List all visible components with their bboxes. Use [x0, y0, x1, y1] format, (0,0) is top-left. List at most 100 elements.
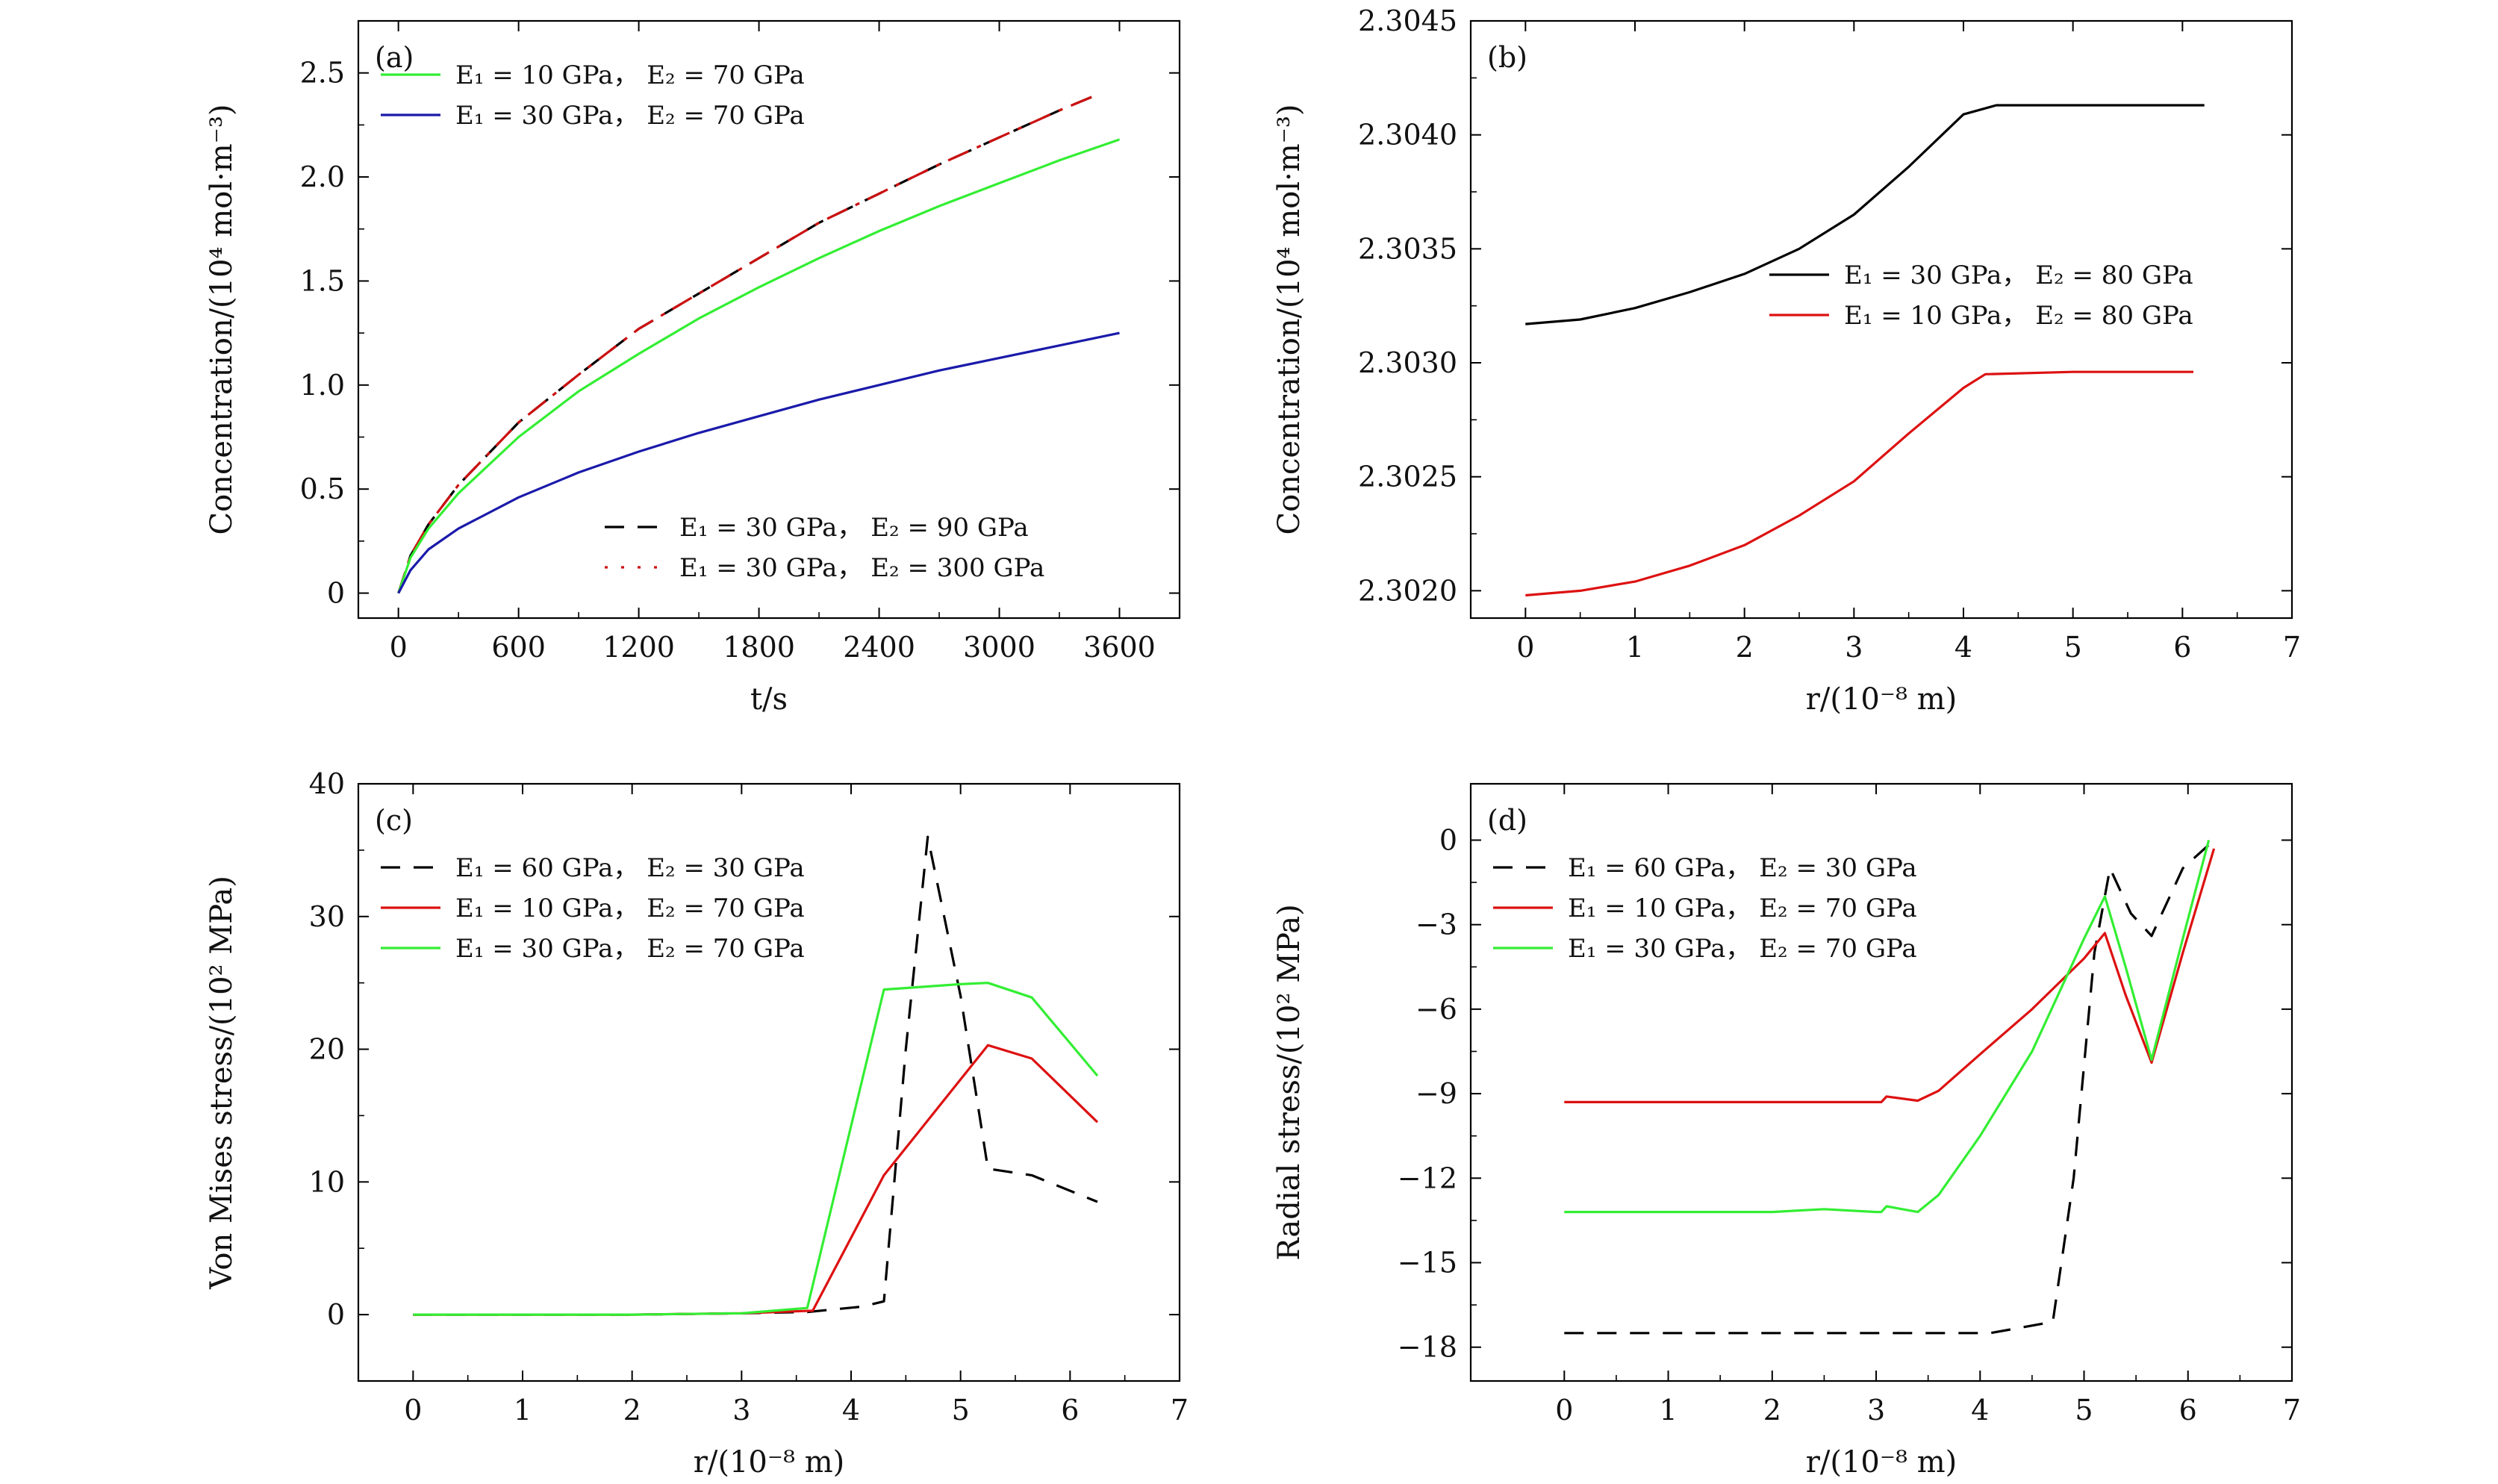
x-axis-label: r/(10⁻⁸ m) — [1806, 682, 1957, 717]
legend: E₁ = 60 GPa， E₂ = 30 GPa E₁ = 10 GPa， E₂ … — [1493, 853, 1917, 964]
x-tick-label: 5 — [952, 1394, 970, 1427]
chart-panel-3: 0 1 2 3 4 5 6 7 0 10 20 30 40 r/(10⁻⁸ m) Von Mises str… — [205, 767, 1189, 1480]
series-group — [1525, 104, 2205, 597]
x-tick-label: 1800 — [723, 631, 795, 664]
series-group — [413, 835, 1099, 1316]
legend-label: E₁ = 10 GPa， E₂ = 70 GPa — [1568, 894, 1917, 923]
legend-label: E₁ = 10 GPa， E₂ = 70 GPa — [455, 60, 805, 90]
plot-frame — [357, 782, 1181, 1382]
legend-label: E₁ = 30 GPa， E₂ = 90 GPa — [679, 513, 1029, 543]
x-tick-label: 1 — [1659, 1394, 1677, 1427]
x-tick-label: 3 — [732, 1394, 750, 1427]
y-tick-label: 2.3030 — [1358, 346, 1457, 379]
x-tick-label: 1 — [1626, 631, 1644, 664]
y-tick-label: −18 — [1398, 1331, 1457, 1364]
x-tick-label: 5 — [2075, 1394, 2093, 1427]
y-tick-label: 30 — [309, 900, 345, 933]
plot-frame — [1469, 19, 2293, 620]
plot-frame — [357, 19, 1181, 620]
x-tick-label: 0 — [404, 1394, 422, 1427]
series-line-4 — [397, 331, 1120, 594]
series-line-3 — [413, 982, 1099, 1316]
x-tick-label: 7 — [1171, 1394, 1189, 1427]
y-tick-label: −3 — [1415, 908, 1457, 941]
y-tick-label: 0 — [327, 577, 345, 610]
legend-label: E₁ = 60 GPa， E₂ = 30 GPa — [455, 853, 805, 883]
chart-panel-1: 0 600 1200 1800 2400 3000 3600 0 0.5 1.0 1.5 2.0 2.5… — [205, 19, 1181, 717]
series-group — [1564, 839, 2216, 1335]
x-axis-label: r/(10⁻⁸ m) — [1806, 1445, 1957, 1480]
x-tick-label: 5 — [2064, 631, 2082, 664]
series-line-3 — [1564, 840, 2211, 1214]
series-line-1 — [1525, 104, 2205, 325]
x-tick-label: 2 — [1763, 1394, 1781, 1427]
series-line-2 — [1564, 848, 2216, 1104]
panel-label: (a) — [375, 41, 414, 74]
legend: E₁ = 30 GPa， E₂ = 80 GPa E₁ = 10 GPa， E₂ … — [1769, 261, 2193, 331]
series-line-2 — [397, 93, 1100, 594]
x-tick-label: 4 — [1955, 631, 1972, 664]
legend-label: E₁ = 30 GPa， E₂ = 300 GPa — [679, 553, 1044, 583]
series-line-1 — [1564, 839, 2215, 1335]
series-line-3 — [397, 138, 1121, 594]
legend-label: E₁ = 10 GPa， E₂ = 80 GPa — [1844, 301, 2193, 331]
y-tick-label: 2.3025 — [1358, 461, 1457, 493]
y-tick-label: 2.3035 — [1358, 232, 1457, 265]
y-axis-label: Von Mises stress/(10² MPa) — [205, 876, 239, 1290]
y-axis-label: Concentration/(10⁴ mol·m⁻³) — [205, 105, 239, 535]
y-tick-label: 2.5 — [300, 57, 345, 90]
series-line-1 — [413, 835, 1098, 1316]
series-line-1 — [397, 93, 1100, 594]
legend-label: E₁ = 60 GPa， E₂ = 30 GPa — [1568, 853, 1917, 883]
x-tick-label: 2400 — [843, 631, 915, 664]
panel-label: (b) — [1487, 41, 1527, 74]
x-axis-label: r/(10⁻⁸ m) — [694, 1445, 845, 1480]
plot-frame — [1469, 782, 2293, 1382]
x-tick-label: 7 — [2283, 1394, 2301, 1427]
legend-label: E₁ = 30 GPa， E₂ = 70 GPa — [1568, 934, 1917, 964]
x-axis-label: t/s — [750, 682, 788, 717]
x-tick-label: 1200 — [602, 631, 675, 664]
legend-label: E₁ = 30 GPa， E₂ = 80 GPa — [1844, 261, 2193, 290]
y-tick-label: −15 — [1398, 1247, 1457, 1279]
panel-label: (d) — [1487, 804, 1527, 837]
y-tick-label: 2.3040 — [1358, 119, 1457, 152]
x-tick-label: 0 — [1555, 1394, 1573, 1427]
y-tick-label: 2.3045 — [1358, 4, 1457, 37]
x-tick-label: 2 — [623, 1394, 641, 1427]
legend-label: E₁ = 10 GPa， E₂ = 70 GPa — [455, 894, 805, 923]
legend-label: E₁ = 30 GPa， E₂ = 70 GPa — [455, 934, 805, 964]
y-tick-label: 0 — [1439, 823, 1457, 856]
x-tick-label: 3600 — [1083, 631, 1156, 664]
y-tick-label: 2.3020 — [1358, 574, 1457, 607]
x-tick-label: 3 — [1845, 631, 1863, 664]
y-tick-label: −9 — [1415, 1077, 1457, 1110]
y-axis-label: Radial stress/(10² MPa) — [1272, 904, 1306, 1260]
legend-label: E₁ = 30 GPa， E₂ = 70 GPa — [455, 101, 805, 131]
legend: E₁ = 10 GPa， E₂ = 70 GPa E₁ = 30 GPa， E₂ … — [381, 60, 805, 131]
y-tick-label: 1.0 — [300, 369, 345, 402]
series-group — [397, 93, 1121, 594]
x-tick-label: 4 — [1971, 1394, 1989, 1427]
x-tick-label: 2 — [1736, 631, 1754, 664]
x-tick-label: 6 — [1061, 1394, 1079, 1427]
y-tick-label: 20 — [309, 1033, 345, 1066]
x-tick-label: 6 — [2179, 1394, 2197, 1427]
y-tick-label: 40 — [309, 767, 345, 800]
chart-panel-2: 0 1 2 3 4 5 6 7 2.3020 2.3025 2.3030 2.3035 2.3040 2.… — [1272, 4, 2301, 717]
chart-panel-4: 0 1 2 3 4 5 6 7 −18 −15 −12 −9 −6 −3 0 r/(10⁻⁸ m) Radial… — [1272, 782, 2301, 1480]
x-tick-label: 1 — [514, 1394, 532, 1427]
x-tick-label: 3000 — [963, 631, 1035, 664]
x-tick-label: 0 — [390, 631, 408, 664]
y-tick-label: 2.0 — [300, 160, 345, 193]
legend: E₁ = 60 GPa， E₂ = 30 GPa E₁ = 10 GPa， E₂ … — [381, 853, 805, 964]
y-tick-label: 0 — [327, 1298, 345, 1331]
y-tick-label: 10 — [309, 1165, 345, 1198]
y-tick-label: −6 — [1415, 993, 1457, 1026]
x-tick-label: 600 — [491, 631, 546, 664]
y-tick-label: 1.5 — [300, 264, 345, 297]
panel-label: (c) — [375, 804, 413, 837]
x-tick-label: 0 — [1516, 631, 1534, 664]
